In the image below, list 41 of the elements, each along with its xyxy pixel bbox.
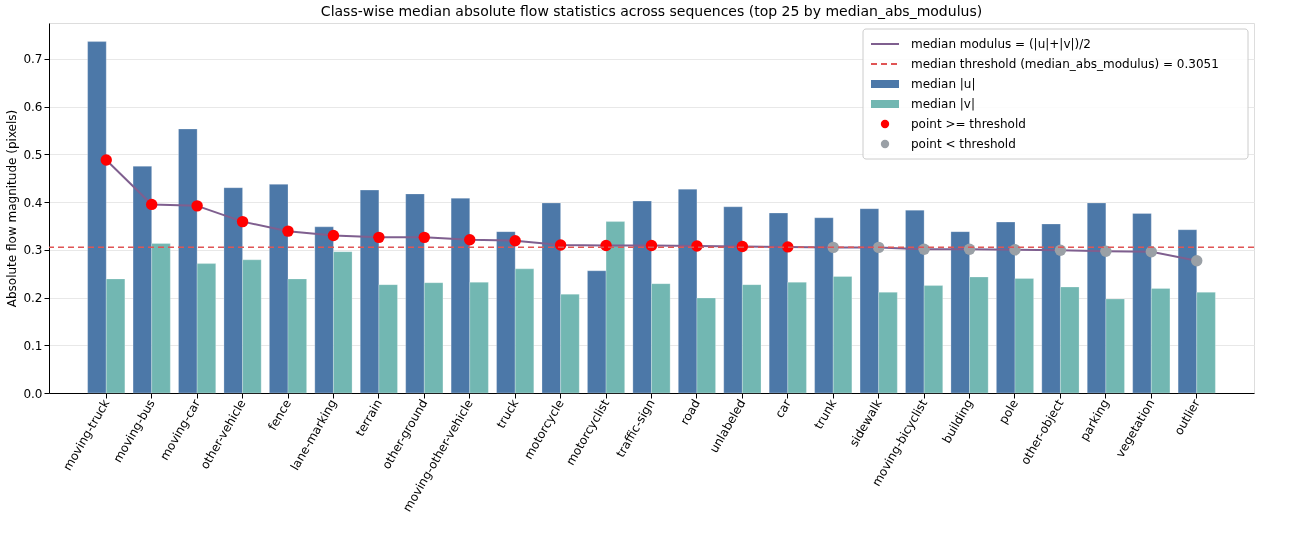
- point: [373, 231, 385, 244]
- legend-label: median |v|: [911, 97, 975, 111]
- y-tick-label: 0.3: [23, 243, 43, 258]
- point: [327, 229, 340, 242]
- point: [282, 225, 294, 237]
- y-axis-title: Absolute flow magnitude (pixels): [5, 109, 20, 308]
- point: [872, 241, 885, 254]
- y-tick-label: 0.0: [23, 386, 43, 401]
- point: [736, 240, 749, 253]
- legend-label: median |u|: [911, 77, 976, 91]
- y-tick-label: 0.5: [23, 147, 43, 162]
- x-tick-label: car: [772, 396, 794, 421]
- legend-label: point >= threshold: [911, 117, 1026, 131]
- point: [645, 239, 658, 252]
- point: [1191, 255, 1203, 267]
- y-tick-label: 0.6: [23, 100, 43, 115]
- point: [191, 200, 203, 212]
- legend-label: median modulus = (|u|+|v|)/2: [911, 37, 1091, 51]
- point: [418, 231, 431, 244]
- y-tick-label: 0.7: [23, 52, 43, 67]
- point: [509, 235, 521, 247]
- point: [100, 154, 112, 166]
- point: [1009, 244, 1021, 256]
- y-tick-label: 0.1: [23, 338, 43, 353]
- chart-title: Class-wise median absolute flow statistics across sequences (top 25 by median_abs_modulus): [320, 3, 983, 19]
- point: [600, 239, 612, 252]
- point: [782, 241, 794, 253]
- point: [554, 239, 567, 251]
- point: [1100, 245, 1112, 257]
- y-tick-label: 0.4: [23, 195, 43, 210]
- point: [145, 198, 158, 211]
- legend-label: point < threshold: [911, 137, 1016, 151]
- point: [464, 234, 476, 246]
- point: [918, 243, 930, 255]
- y-tick-label: 0.2: [23, 291, 43, 306]
- point: [827, 241, 839, 254]
- point: [236, 215, 249, 228]
- legend-label: median threshold (median_abs_modulus) = 0.3051: [911, 57, 1219, 71]
- point: [963, 243, 976, 255]
- point: [1145, 245, 1158, 258]
- point: [1054, 244, 1067, 256]
